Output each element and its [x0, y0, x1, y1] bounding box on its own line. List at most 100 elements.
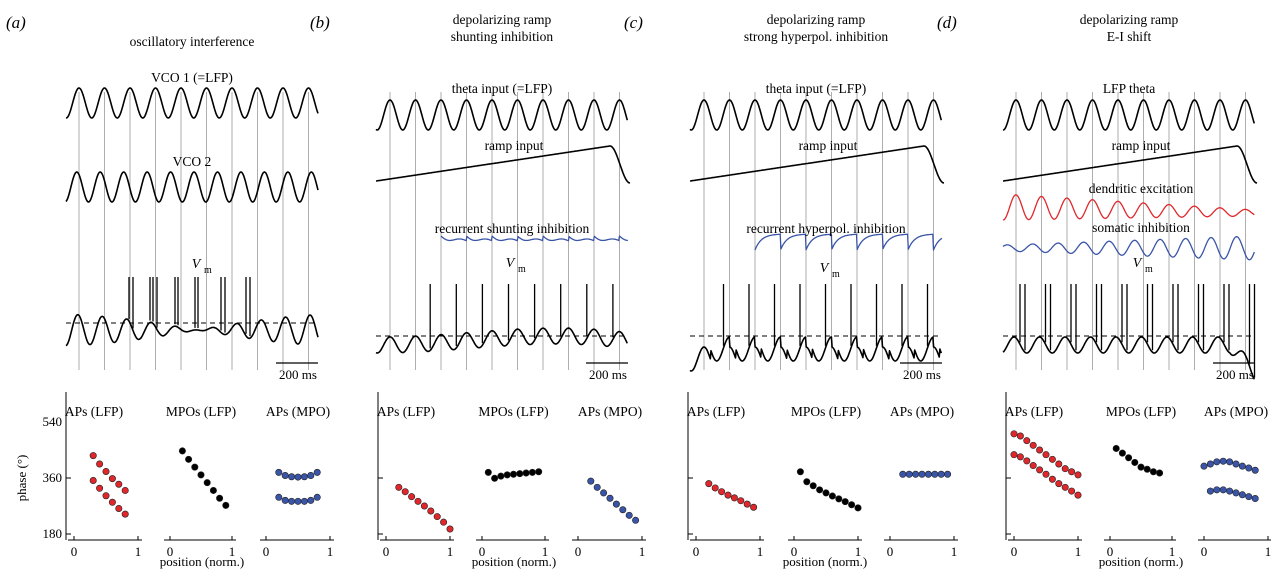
phase-data-point [102, 492, 110, 500]
phase-data-point [737, 497, 745, 505]
position-tick-0: 0 [1011, 544, 1018, 559]
phase-data-point [446, 525, 454, 533]
membrane-potential-trace [689, 336, 943, 372]
phase-data-point [730, 494, 738, 502]
position-tick-1: 1 [757, 544, 764, 559]
phase-data-point [96, 460, 104, 468]
phase-data-point [1143, 465, 1151, 473]
phase-data-point [102, 467, 110, 475]
position-tick-1: 1 [1169, 544, 1176, 559]
position-tick-0: 0 [479, 544, 486, 559]
somatic-inhibition-trace [1002, 236, 1255, 261]
trace-label-1: LFP theta [1103, 81, 1155, 96]
phase-data-point [528, 468, 536, 476]
position-tick-0: 0 [791, 544, 798, 559]
phase-data-point [718, 488, 726, 496]
phase-data-point [89, 452, 97, 460]
trace-label-2: ramp input [1112, 138, 1171, 153]
phase-data-point [1251, 495, 1259, 503]
phase-data-point [89, 476, 97, 484]
phase-tick-540: 540 [43, 414, 63, 429]
hyperpol-inhibition-trace [754, 233, 943, 251]
phase-data-point [1074, 471, 1082, 479]
phase-data-point [300, 473, 308, 481]
phase-data-point [1251, 466, 1259, 474]
phase-data-point [121, 510, 129, 518]
phase-data-point [1068, 487, 1076, 495]
membrane-potential-trace [65, 313, 319, 347]
phase-data-point [593, 483, 601, 491]
position-tick-0: 0 [71, 544, 78, 559]
phase-data-point [516, 470, 524, 478]
phase-data-point [408, 493, 416, 501]
subplot-title: APs (LFP) [377, 404, 435, 419]
phase-data-point [420, 502, 428, 510]
phase-data-point [197, 471, 205, 479]
phase-data-point [1016, 453, 1024, 461]
phase-data-point [216, 494, 224, 502]
phase-data-point [587, 477, 595, 485]
vco2-trace [65, 171, 319, 203]
phase-data-point [1131, 458, 1139, 466]
phase-data-point [1213, 486, 1221, 494]
position-tick-1: 1 [639, 544, 646, 559]
trace-label-1: theta input (=LFP) [452, 81, 553, 96]
phase-data-point [191, 463, 199, 471]
trace-label-4: somatic inhibition [1092, 220, 1190, 235]
trace-label-2: ramp input [485, 138, 544, 153]
phase-data-point [178, 447, 186, 455]
panel-letter-3: (c) [624, 13, 643, 32]
ramp-trace [1002, 145, 1258, 184]
phase-data-point [300, 497, 308, 505]
subplot-title: APs (LFP) [1005, 404, 1063, 419]
phase-data-point [937, 470, 945, 478]
subplot-title: APs (MPO) [1204, 404, 1268, 419]
position-tick-1: 1 [1075, 544, 1082, 559]
vm-label: V [1133, 256, 1143, 271]
phase-data-point [1112, 444, 1120, 452]
phase-tick-180: 180 [43, 526, 63, 541]
position-tick-0: 0 [1107, 544, 1114, 559]
phase-data-point [743, 500, 751, 508]
phase-data-point [606, 494, 614, 502]
phase-data-point [1137, 463, 1145, 471]
phase-data-point [899, 470, 907, 478]
phase-data-point [1010, 430, 1018, 438]
phase-data-point [203, 479, 211, 487]
phase-data-point [313, 493, 321, 501]
phase-data-point [632, 516, 640, 524]
phase-data-point [503, 471, 511, 479]
phase-data-point [841, 498, 849, 506]
phase-data-point [491, 474, 499, 482]
vm-label: V [506, 256, 516, 271]
subplot-title: MPOs (LFP) [1106, 404, 1176, 419]
ramp-trace [689, 145, 945, 184]
position-tick-0: 0 [1201, 544, 1208, 559]
subplot-title: MPOs (LFP) [791, 404, 861, 419]
phase-data-point [294, 473, 302, 481]
phase-data-point [121, 486, 129, 494]
phase-data-point [1219, 486, 1227, 494]
scale-bar-label: 200 ms [903, 367, 941, 382]
phase-data-point [711, 484, 719, 492]
phase-data-point [822, 489, 830, 497]
phase-data-point [1213, 458, 1221, 466]
subplot-title: MPOs (LFP) [478, 404, 548, 419]
panel-letter-1: (a) [6, 13, 26, 32]
vm-label-subscript: m [832, 269, 840, 280]
phase-data-point [294, 497, 302, 505]
phase-data-point [1245, 464, 1253, 472]
membrane-potential-trace [375, 327, 629, 354]
phase-data-point [281, 472, 289, 480]
trace-label-3: recurrent hyperpol. inhibition [746, 221, 906, 236]
subplot-title: APs (MPO) [890, 404, 954, 419]
position-tick-1: 1 [135, 544, 142, 559]
phase-data-point [1206, 460, 1214, 468]
position-tick-1: 1 [447, 544, 454, 559]
phase-data-point [1023, 437, 1031, 445]
position-tick-1: 1 [542, 544, 549, 559]
theta-trace [689, 99, 943, 131]
phase-data-point [1042, 470, 1050, 478]
phase-data-point [108, 475, 116, 483]
phase-data-point [115, 504, 123, 512]
